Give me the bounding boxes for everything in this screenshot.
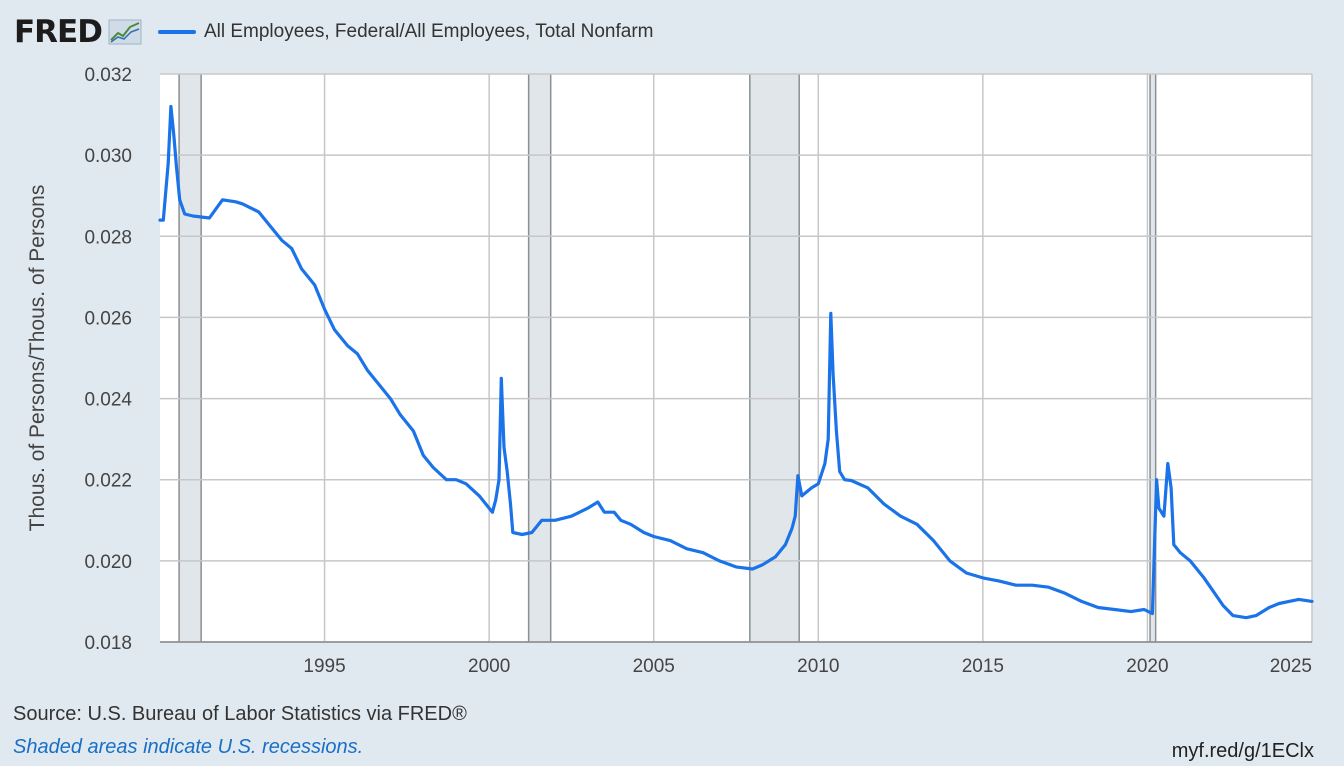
y-tick-label-0: 0.018 [84, 633, 132, 654]
x-tick-label-1: 2000 [468, 656, 510, 677]
recession-shading [178, 74, 1157, 642]
chart-header: FRED All Employees, Federal/All Employee… [14, 12, 653, 52]
x-tick-label-0: 1995 [303, 656, 345, 677]
series-line-0[interactable] [158, 104, 1314, 620]
x-tick-label-3: 2010 [797, 656, 839, 677]
axes: 0.018 0.020 0.022 0.024 0.026 0.028 0.030 0.032… [84, 65, 1312, 677]
fred-logo[interactable]: FRED [14, 13, 103, 50]
y-axis-label: Thous. of Persons/Thous. of Persons [26, 185, 49, 532]
x-tick-label-4: 2015 [962, 656, 1004, 677]
y-tick-label-3: 0.024 [84, 390, 132, 411]
series-lines [158, 104, 1314, 620]
y-tick-label-4: 0.026 [84, 308, 132, 329]
x-tick-label-5: 2020 [1126, 656, 1168, 677]
y-tick-label-2: 0.022 [84, 471, 132, 492]
x-tick-label-6: 2025 [1270, 656, 1312, 677]
recession-note: Shaded areas indicate U.S. recessions. [13, 736, 364, 758]
source-text: Source: U.S. Bureau of Labor Statistics … [13, 703, 467, 725]
y-tick-label-6: 0.030 [84, 146, 132, 167]
legend-label: All Employees, Federal/All Employees, To… [203, 21, 654, 42]
y-tick-label-5: 0.028 [84, 227, 132, 248]
y-tick-label-1: 0.020 [84, 552, 132, 573]
y-tick-label-7: 0.032 [84, 65, 132, 86]
recession-band-0 [178, 74, 202, 642]
recession-band-1 [527, 74, 552, 642]
line-chart: 0.018 0.020 0.022 0.024 0.026 0.028 0.030 0.032… [26, 65, 1314, 677]
line-graph-icon [108, 19, 142, 45]
legend-swatch [157, 30, 196, 34]
recession-band-2 [749, 74, 800, 642]
x-tick-label-2: 2005 [633, 656, 675, 677]
short-link[interactable]: myf.red/g/1EClx [1171, 740, 1314, 762]
plot-area [160, 74, 1312, 642]
chart-legend: All Employees, Federal/All Employees, To… [157, 21, 654, 43]
